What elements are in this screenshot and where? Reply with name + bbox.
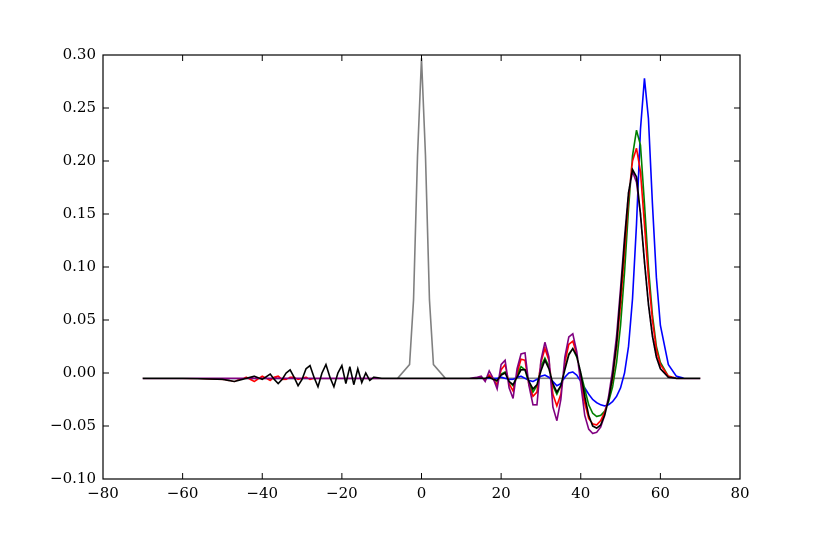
y-tick-label: 0.00 xyxy=(63,363,96,381)
x-tick-label: 0 xyxy=(417,484,427,502)
data-line xyxy=(142,167,701,430)
y-tick-label: 0.05 xyxy=(63,310,96,328)
y-tick-label: 0.25 xyxy=(63,98,96,116)
x-tick-label: −40 xyxy=(246,484,278,502)
x-tick-label: −80 xyxy=(87,484,119,502)
y-tick-label: 0.15 xyxy=(63,204,96,222)
y-tick-label: −0.10 xyxy=(50,469,96,487)
x-tick-label: 60 xyxy=(651,484,670,502)
x-tick-label: −20 xyxy=(326,484,358,502)
y-tick-label: 0.10 xyxy=(63,257,96,275)
x-tick-label: 40 xyxy=(571,484,590,502)
x-tick-label: −60 xyxy=(167,484,199,502)
y-tick-label: 0.30 xyxy=(63,45,96,63)
x-tick-label: 80 xyxy=(730,484,749,502)
y-tick-label: 0.20 xyxy=(63,151,96,169)
x-tick-label: 20 xyxy=(492,484,511,502)
y-tick-label: −0.05 xyxy=(50,416,96,434)
